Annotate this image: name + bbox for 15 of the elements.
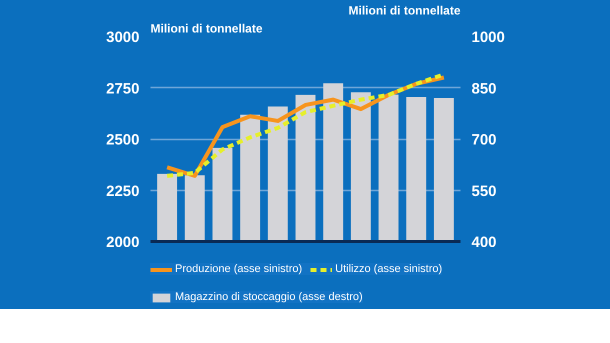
y-tick-label: 2250	[106, 182, 140, 200]
y-tick-label: 2000	[106, 234, 140, 251]
y2-tick-label: 400	[472, 234, 497, 251]
y-tick-label: 3000	[106, 29, 140, 46]
y2-tick-label: 1000	[472, 29, 505, 46]
legend-label: Utilizzo (asse sinistro)	[335, 263, 442, 275]
legend-label: Produzione (asse sinistro)	[175, 263, 302, 275]
y2-tick-label: 850	[472, 80, 497, 98]
legend-label: Magazzino di stoccaggio (asse destro)	[175, 291, 363, 303]
y2-axis-title: Milioni di tonnellate	[348, 4, 461, 18]
y-tick-label: 2750	[106, 80, 140, 98]
y2-tick-label: 550	[472, 182, 497, 200]
y2-tick-label: 700	[472, 132, 497, 148]
y-tick-label: 2500	[106, 132, 140, 148]
y-axis-title: Milioni di tonnellate	[150, 22, 263, 36]
